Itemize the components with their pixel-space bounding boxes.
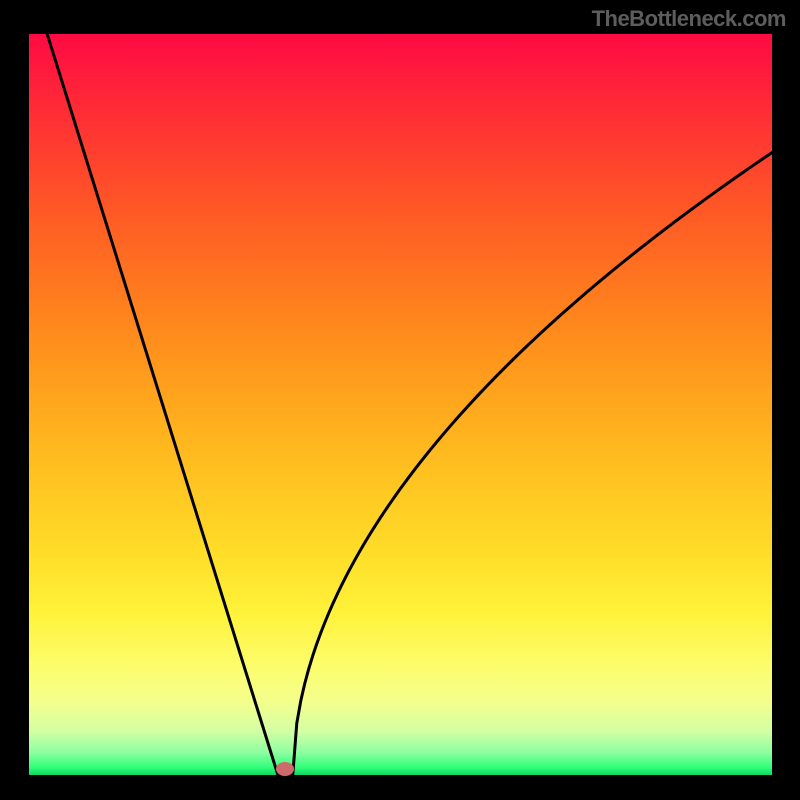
- bottleneck-curve: [29, 34, 772, 775]
- canvas: TheBottleneck.com: [0, 0, 800, 800]
- plot-area: [29, 34, 772, 775]
- watermark-text: TheBottleneck.com: [592, 6, 786, 32]
